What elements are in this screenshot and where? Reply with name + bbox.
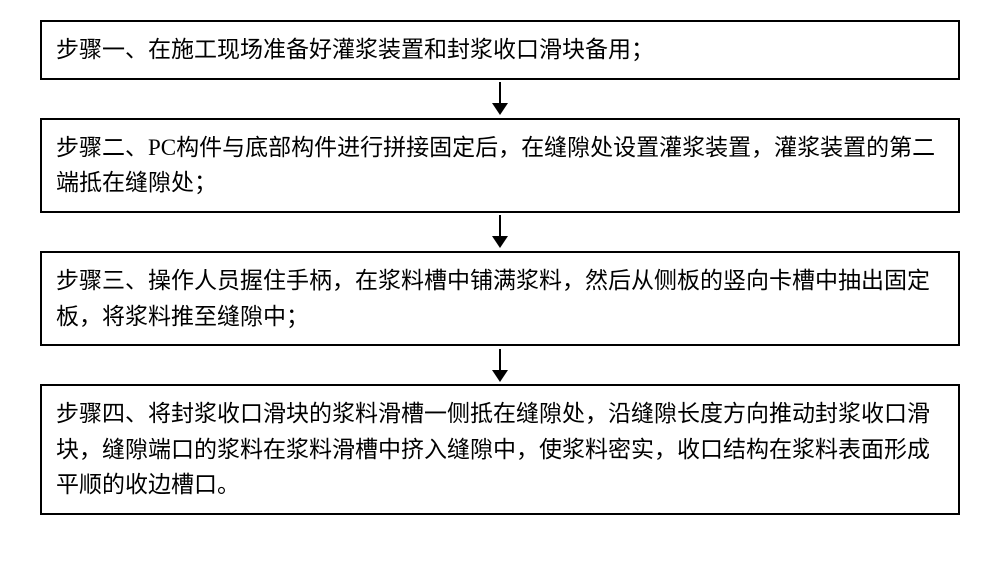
step-text-3: 步骤三、操作人员握住手柄，在浆料槽中铺满浆料，然后从侧板的竖向卡槽中抽出固定板，… [56,268,930,329]
arrow-line-icon [499,82,501,104]
arrow-3 [492,346,508,384]
step-text-1: 步骤一、在施工现场准备好灌浆装置和封浆收口滑块备用； [56,37,654,62]
arrow-line-icon [499,349,501,371]
step-text-2: 步骤二、PC构件与底部构件进行拼接固定后，在缝隙处设置灌浆装置，灌浆装置的第二端… [56,135,935,196]
arrow-head-icon [492,370,508,382]
step-box-4: 步骤四、将封浆收口滑块的浆料滑槽一侧抵在缝隙处，沿缝隙长度方向推动封浆收口滑块，… [40,384,960,515]
step-box-2: 步骤二、PC构件与底部构件进行拼接固定后，在缝隙处设置灌浆装置，灌浆装置的第二端… [40,118,960,213]
step-box-1: 步骤一、在施工现场准备好灌浆装置和封浆收口滑块备用； [40,20,960,80]
arrow-2 [492,213,508,251]
arrow-line-icon [499,215,501,237]
arrow-head-icon [492,236,508,248]
step-text-4: 步骤四、将封浆收口滑块的浆料滑槽一侧抵在缝隙处，沿缝隙长度方向推动封浆收口滑块，… [56,401,930,497]
flowchart-container: 步骤一、在施工现场准备好灌浆装置和封浆收口滑块备用； 步骤二、PC构件与底部构件… [20,20,980,515]
arrow-head-icon [492,103,508,115]
step-box-3: 步骤三、操作人员握住手柄，在浆料槽中铺满浆料，然后从侧板的竖向卡槽中抽出固定板，… [40,251,960,346]
arrow-1 [492,80,508,118]
